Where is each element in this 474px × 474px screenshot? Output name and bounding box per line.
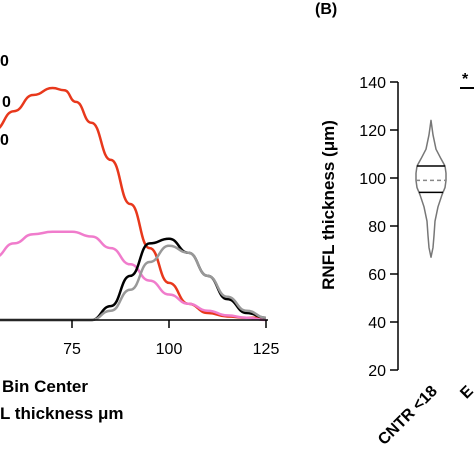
panel-b-category-label: E (457, 383, 474, 403)
panel-a-line-chart: 0 0 0 75 100 125 Bin Center L thickness μm (0, 53, 279, 423)
panel-b-y-tick-label: 80 (368, 219, 386, 236)
series-line-1 (0, 86, 266, 319)
panel-a-cropped-tick-3: 0 (0, 132, 9, 149)
series-line-3 (0, 237, 267, 322)
panel-a-cropped-tick-2: 0 (2, 94, 11, 111)
violin-outline (415, 119, 447, 258)
series-line-2 (0, 230, 267, 322)
panel-a-x-tick-label: 75 (63, 341, 81, 358)
panel-a-x-label-line1: Bin Center (2, 377, 88, 396)
series-line-4 (0, 244, 267, 322)
panel-b-y-tick-label: 20 (368, 363, 386, 380)
panel-b-y-tick-label: 120 (359, 123, 386, 140)
panel-b-category-labels: CNTR <18 E (375, 383, 474, 449)
panel-b-violin-chart: (B) RNFL thickness (μm) 20 40 60 80 100 120 14… (315, 1, 474, 449)
panel-b-label: (B) (315, 1, 337, 18)
panel-b-y-axis-label: RNFL thickness (μm) (319, 120, 338, 290)
panel-b-y-tick-label: 140 (359, 75, 386, 92)
panel-b-y-tick-label: 100 (359, 171, 386, 188)
panel-a-x-ticks: 75 100 125 (63, 320, 279, 358)
panel-b-y-tick-label: 60 (368, 267, 386, 284)
panel-b-violins (415, 119, 447, 258)
panel-b-category-label: CNTR <18 (375, 383, 441, 449)
panel-a-x-tick-label: 125 (253, 341, 280, 358)
panel-a-x-tick-label: 100 (156, 341, 183, 358)
panel-a-series-group (0, 86, 267, 322)
panel-a-x-label-line2: L thickness μm (0, 404, 123, 423)
panel-b-y-ticks: 20 40 60 80 100 120 140 (359, 75, 398, 380)
significance-marker: * (462, 71, 469, 88)
panel-a-cropped-tick-1: 0 (0, 53, 9, 70)
panel-b-y-tick-label: 40 (368, 315, 386, 332)
